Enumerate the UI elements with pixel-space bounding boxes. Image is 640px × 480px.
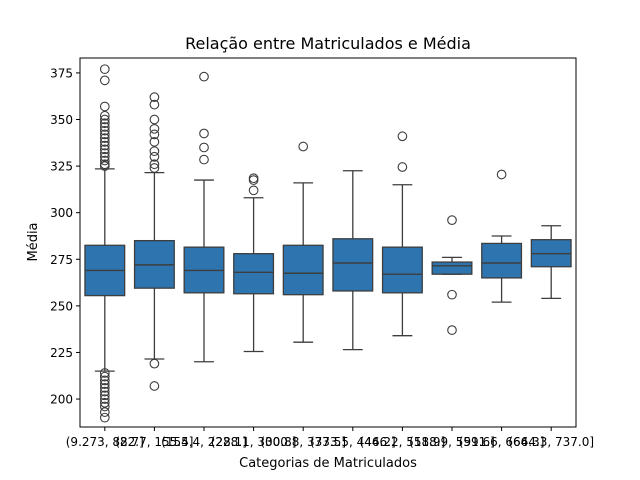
outlier-point bbox=[397, 162, 408, 172]
x-tick-label: (300.8, 373.5] bbox=[260, 435, 346, 449]
chart-title: Relação entre Matriculados e Média bbox=[185, 34, 471, 53]
outlier-point bbox=[447, 215, 457, 225]
x-tick-label: (82.7, 155.4] bbox=[115, 435, 193, 449]
outlier-point bbox=[149, 92, 160, 102]
box-iqr bbox=[381, 246, 423, 294]
outlier-point bbox=[99, 407, 110, 417]
plot-area: 200 225 250 275 300 325 350 375 (9.273, 82.7](82… bbox=[50, 57, 594, 449]
outlier-point bbox=[99, 375, 110, 386]
outlier-point bbox=[99, 101, 110, 112]
x-tick-label: (591.6, 664.3] bbox=[459, 435, 545, 449]
y-tick-label: 250 bbox=[50, 299, 73, 313]
outlier-point bbox=[99, 64, 110, 75]
outlier-point bbox=[149, 129, 160, 140]
outlier-point bbox=[99, 75, 110, 86]
outlier-point bbox=[447, 289, 457, 300]
x-tick-label: (9.273, 82.7] bbox=[66, 435, 144, 449]
axes-frame bbox=[79, 57, 577, 428]
outlier-point bbox=[397, 131, 408, 142]
outlier-point bbox=[99, 397, 110, 408]
outlier-point bbox=[149, 151, 160, 162]
outlier-point bbox=[99, 144, 110, 155]
outlier-point bbox=[149, 159, 160, 170]
outlier-point bbox=[149, 146, 160, 157]
outlier-point bbox=[99, 114, 110, 125]
y-tick-label: 300 bbox=[50, 206, 73, 220]
outlier-point bbox=[99, 148, 110, 158]
outlier-point bbox=[99, 125, 110, 136]
outlier-point bbox=[99, 371, 110, 382]
outlier-point bbox=[199, 71, 209, 82]
outlier-point bbox=[99, 151, 110, 162]
outlier-point bbox=[496, 169, 507, 180]
x-tick-label: (664.3, 737.0] bbox=[508, 435, 594, 449]
box-iqr bbox=[233, 253, 275, 295]
outlier-point bbox=[99, 155, 110, 166]
x-tick-label: (373.5, 446.2] bbox=[310, 435, 396, 449]
outlier-point bbox=[99, 401, 110, 412]
y-tick-label: 200 bbox=[50, 393, 73, 407]
box-iqr bbox=[431, 261, 473, 275]
box-iqr bbox=[481, 242, 523, 279]
y-tick-label: 325 bbox=[50, 160, 73, 174]
outlier-point bbox=[99, 140, 110, 151]
outlier-point bbox=[199, 142, 209, 153]
outlier-point bbox=[149, 123, 160, 134]
outlier-point bbox=[99, 133, 110, 143]
outlier-point bbox=[149, 137, 160, 147]
outlier-point bbox=[248, 185, 259, 196]
outlier-point bbox=[149, 163, 160, 173]
outlier-point bbox=[149, 99, 160, 110]
outlier-point bbox=[99, 368, 110, 378]
outlier-point bbox=[99, 118, 110, 129]
y-tick-label: 350 bbox=[50, 113, 73, 127]
outlier-point bbox=[149, 358, 160, 369]
outlier-point bbox=[99, 137, 110, 147]
outlier-point bbox=[149, 381, 160, 391]
outlier-point bbox=[99, 110, 110, 121]
x-tick-label: (228.1, 300.8] bbox=[211, 435, 297, 449]
outlier-point bbox=[99, 129, 110, 140]
x-tick-label: (446.2, 518.9] bbox=[360, 435, 446, 449]
outlier-point bbox=[199, 154, 209, 165]
outlier-point bbox=[99, 390, 110, 401]
box-iqr bbox=[332, 238, 374, 292]
outlier-point bbox=[99, 412, 110, 423]
outlier-point bbox=[99, 394, 110, 404]
y-axis-label: Média bbox=[26, 222, 41, 261]
outlier-point bbox=[99, 386, 110, 397]
y-tick-label: 275 bbox=[50, 253, 73, 267]
x-tick-label: (518.9, 591.6] bbox=[409, 435, 495, 449]
x-axis-label: Categorias de Matriculados bbox=[239, 456, 417, 471]
outlier-point bbox=[99, 383, 110, 393]
y-tick-label: 375 bbox=[50, 66, 73, 80]
y-tick-label: 225 bbox=[50, 346, 73, 360]
outlier-point bbox=[199, 128, 209, 139]
outlier-point bbox=[248, 175, 259, 185]
outlier-point bbox=[149, 114, 160, 125]
outlier-point bbox=[99, 122, 110, 132]
box-iqr bbox=[282, 244, 324, 296]
outlier-point bbox=[99, 379, 110, 389]
outlier-point bbox=[99, 161, 110, 171]
x-tick-label: (155.4, 228.1] bbox=[161, 435, 247, 449]
outlier-point bbox=[447, 325, 457, 335]
outlier-point bbox=[298, 141, 309, 152]
